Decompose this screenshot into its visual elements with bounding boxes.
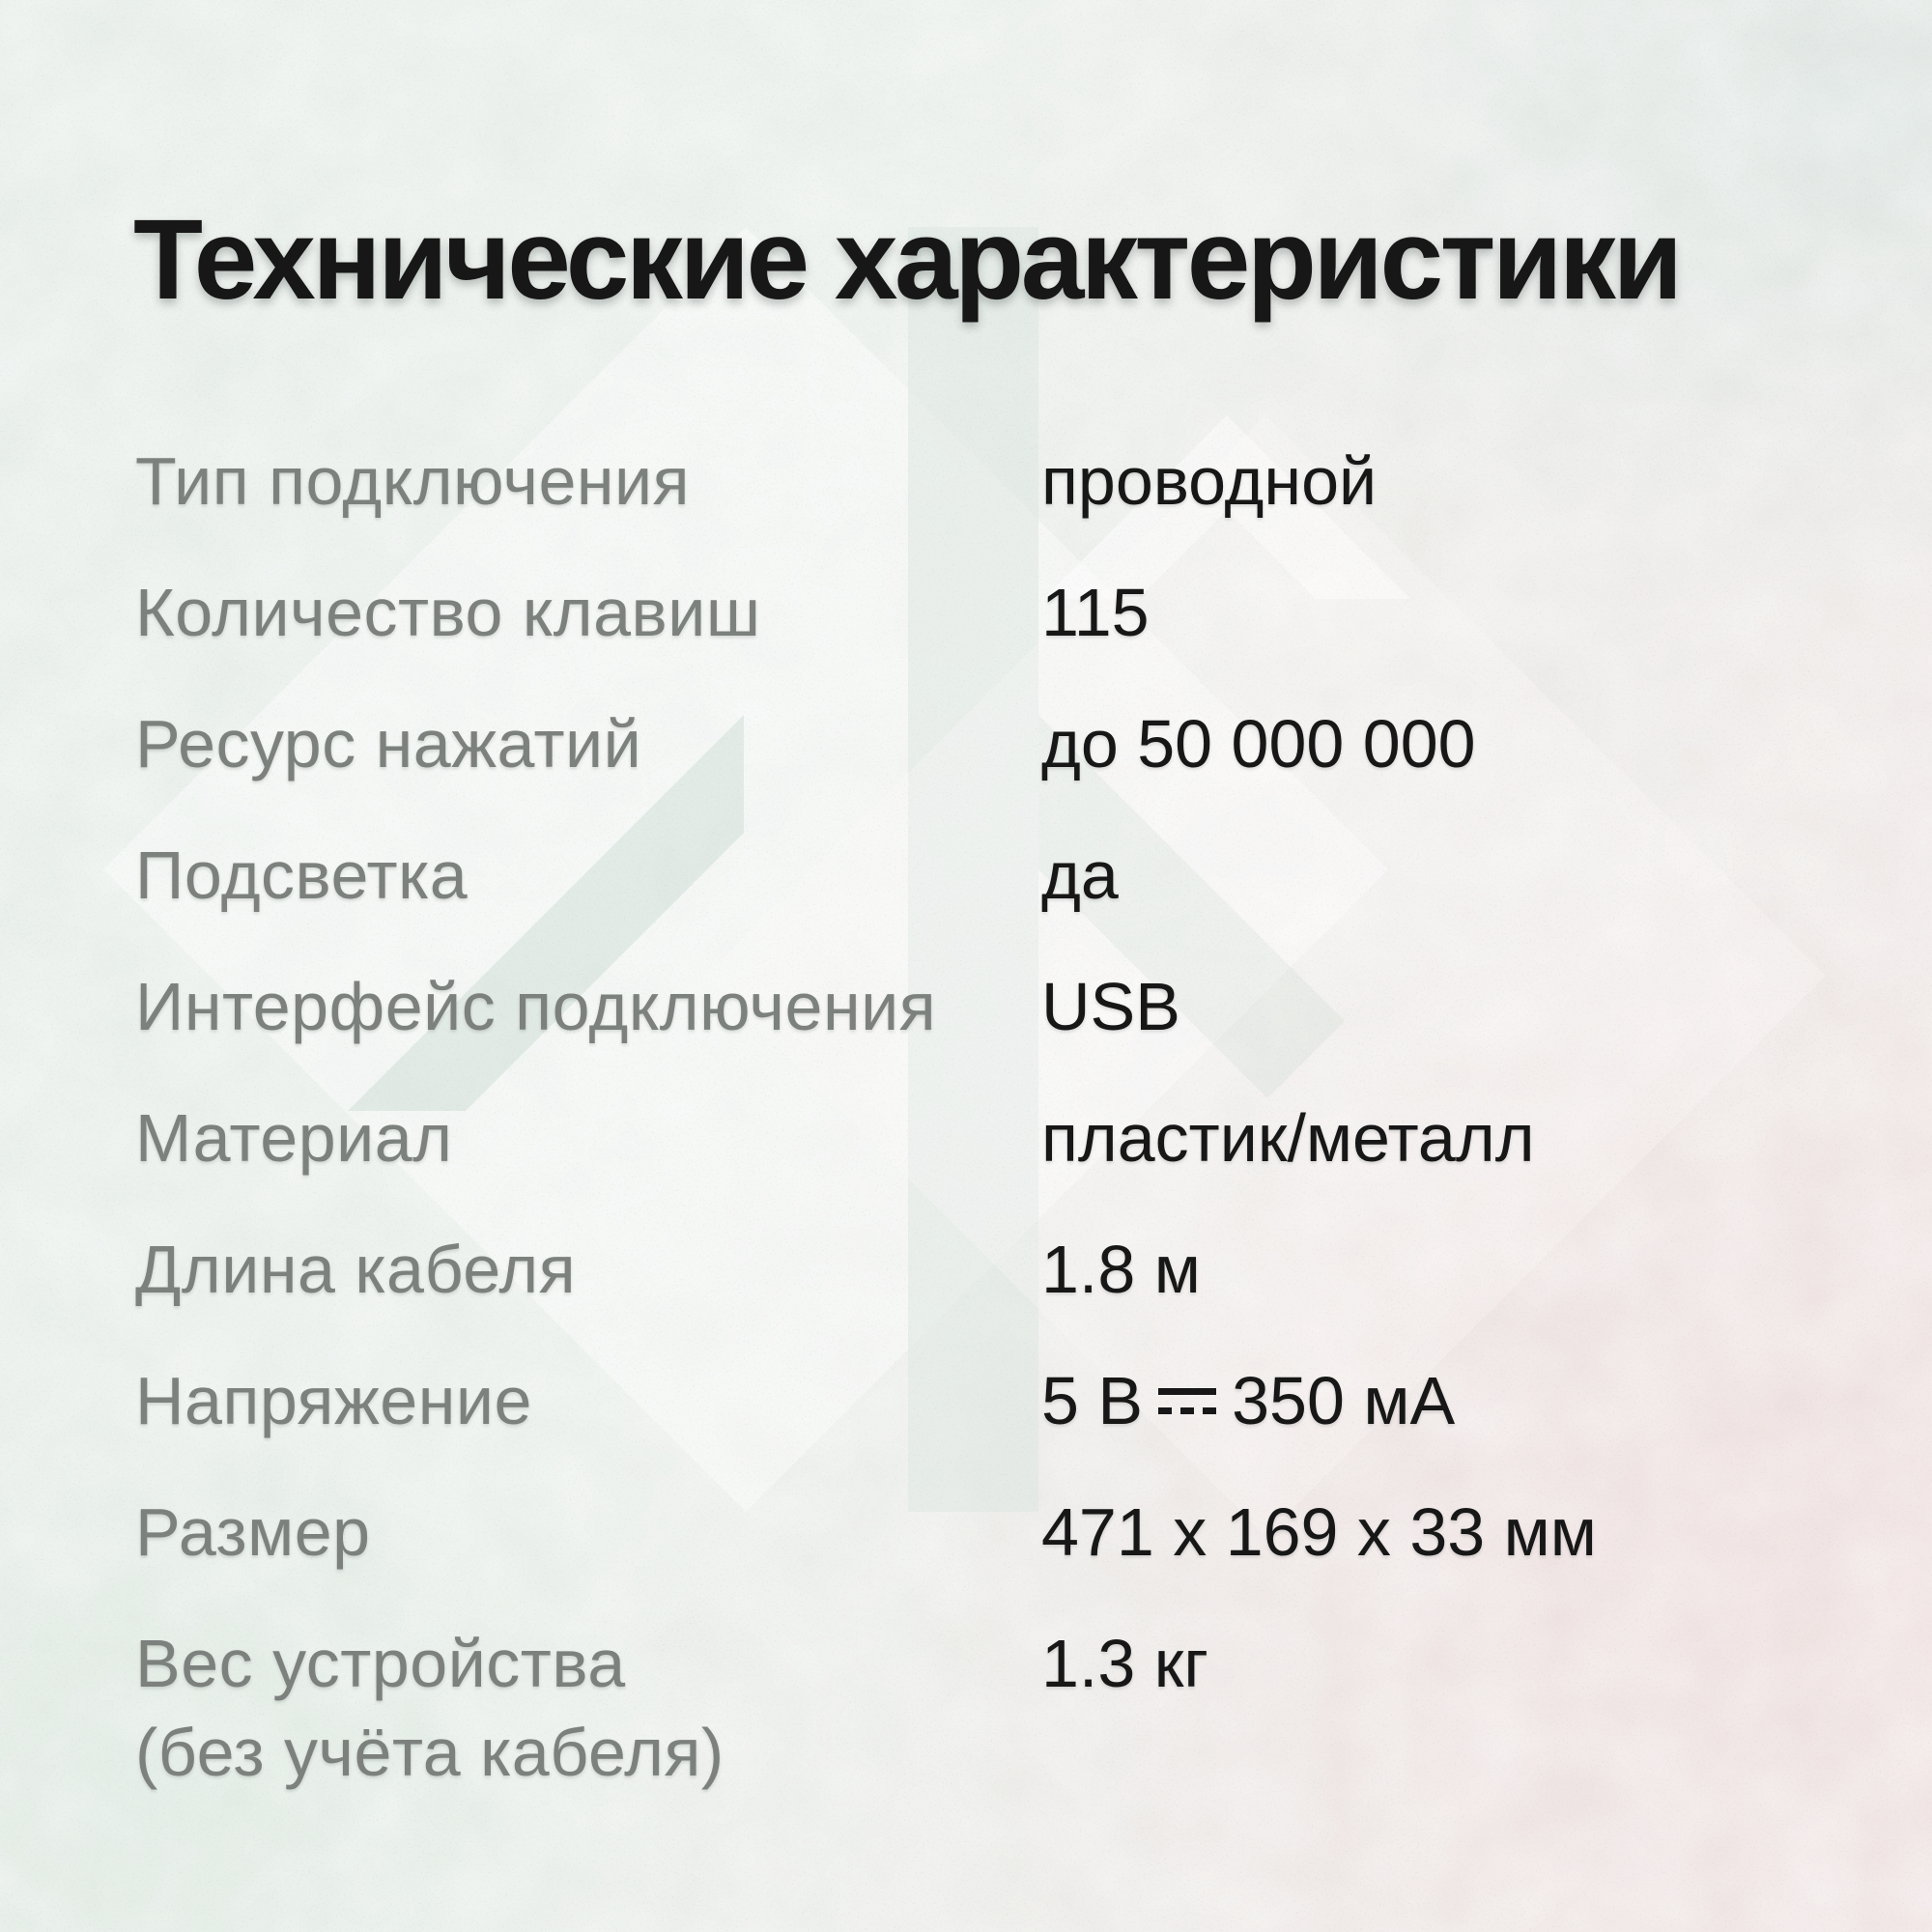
spec-value: пластик/металл <box>1041 1100 1535 1176</box>
spec-row-key-count: Количество клавиш 115 <box>135 568 1816 657</box>
spec-table: Тип подключения проводной Количество кла… <box>135 437 1816 1839</box>
voltage-value: 5 В <box>1041 1363 1144 1438</box>
spec-row-size: Размер 471 x 169 x 33 мм <box>135 1488 1816 1577</box>
spec-row-backlight: Подсветка да <box>135 831 1816 920</box>
spec-row-material: Материал пластик/металл <box>135 1094 1816 1182</box>
spec-label: Вес устройства (без учёта кабеля) <box>135 1619 1041 1797</box>
spec-value: до 50 000 000 <box>1041 706 1476 781</box>
spec-label: Тип подключения <box>135 443 691 519</box>
spec-value: USB <box>1041 969 1180 1044</box>
spec-value: 1.8 м <box>1041 1232 1201 1307</box>
spec-label-note: (без учёта кабеля) <box>135 1715 724 1790</box>
spec-row-keystroke-lifespan: Ресурс нажатий до 50 000 000 <box>135 699 1816 788</box>
spec-row-connection-type: Тип подключения проводной <box>135 437 1816 526</box>
spec-row-weight: Вес устройства (без учёта кабеля) 1.3 кг <box>135 1619 1816 1797</box>
spec-value: 5 В 350 мА <box>1041 1356 1816 1445</box>
spec-label: Ресурс нажатий <box>135 706 642 781</box>
spec-label: Интерфейс подключения <box>135 969 937 1044</box>
spec-label: Подсветка <box>135 838 469 913</box>
spec-label: Количество клавиш <box>135 575 761 650</box>
spec-value: да <box>1041 838 1119 913</box>
spec-label: Напряжение <box>135 1363 532 1438</box>
spec-label: Длина кабеля <box>135 1232 577 1307</box>
spec-label: Материал <box>135 1100 453 1176</box>
spec-value: 1.3 кг <box>1041 1626 1208 1701</box>
spec-label-line1: Вес устройства <box>135 1626 626 1701</box>
spec-row-voltage: Напряжение 5 В 350 мА <box>135 1356 1816 1445</box>
current-value: 350 мА <box>1232 1363 1456 1438</box>
spec-label: Размер <box>135 1494 371 1570</box>
page-title: Технические характеристики <box>133 196 1683 325</box>
spec-row-interface: Интерфейс подключения USB <box>135 962 1816 1051</box>
spec-row-cable-length: Длина кабеля 1.8 м <box>135 1225 1816 1314</box>
spec-value: 115 <box>1041 575 1150 650</box>
spec-value: 471 x 169 x 33 мм <box>1041 1494 1597 1570</box>
spec-value: проводной <box>1041 443 1378 519</box>
direct-current-icon <box>1158 1388 1217 1414</box>
